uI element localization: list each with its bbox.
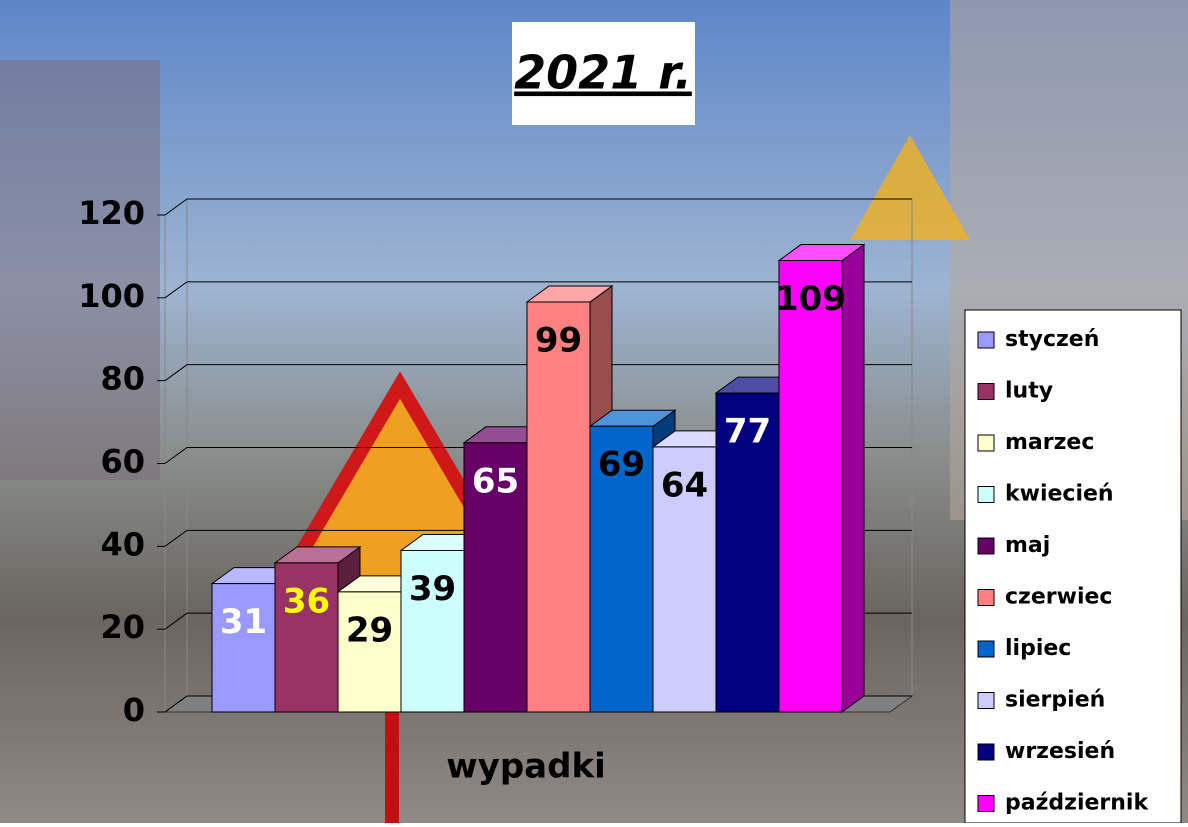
legend-label: marzec xyxy=(1005,430,1094,455)
legend-label: czerwiec xyxy=(1005,585,1112,610)
y-tick-label: 80 xyxy=(100,360,145,398)
bar xyxy=(778,260,843,713)
legend-label: lipiec xyxy=(1005,636,1071,661)
data-label: 29 xyxy=(346,610,393,650)
legend-swatch xyxy=(977,383,995,400)
y-tick-label: 20 xyxy=(100,608,145,646)
bg-building xyxy=(0,60,160,480)
legend-swatch xyxy=(977,434,995,452)
legend-label: wrzesień xyxy=(1005,739,1115,764)
data-label: 31 xyxy=(220,602,267,642)
legend-swatch xyxy=(977,331,995,349)
bar xyxy=(337,591,402,713)
y-tick-label: 0 xyxy=(123,691,145,729)
legend-label: maj xyxy=(1005,533,1050,558)
grid-line xyxy=(164,364,912,382)
legend-swatch xyxy=(977,589,995,606)
bar xyxy=(526,301,591,713)
y-tick-label: 100 xyxy=(78,277,145,315)
title-box xyxy=(512,22,695,125)
legend-label: kwiecień xyxy=(1005,482,1114,507)
legend-label: luty xyxy=(1005,379,1053,404)
bar xyxy=(715,392,780,713)
legend-label: sierpień xyxy=(1005,688,1105,713)
legend-swatch xyxy=(977,537,995,555)
legend-swatch xyxy=(977,640,995,658)
legend-box xyxy=(964,309,1182,824)
data-label: 99 xyxy=(535,320,582,360)
y-tick-label: 60 xyxy=(100,443,145,481)
data-label: 69 xyxy=(598,445,645,485)
bar xyxy=(652,446,717,713)
grid-line xyxy=(164,198,912,216)
data-label: 64 xyxy=(661,465,708,505)
legend-swatch xyxy=(977,692,995,709)
data-label: 109 xyxy=(775,279,846,319)
chart-title: 2021 r. xyxy=(514,46,692,100)
x-axis-label: wypadki xyxy=(446,747,605,787)
legend-swatch xyxy=(977,486,995,503)
legend-swatch xyxy=(977,795,995,812)
data-label: 39 xyxy=(409,569,456,609)
y-tick-label: 120 xyxy=(78,194,145,232)
legend-label: październik xyxy=(1005,791,1149,816)
data-label: 65 xyxy=(472,461,519,501)
bar xyxy=(589,425,654,713)
grid-line xyxy=(164,281,912,299)
legend-swatch xyxy=(977,743,995,761)
y-tick-label: 40 xyxy=(100,525,145,563)
legend-label: styczeń xyxy=(1005,327,1099,352)
bar xyxy=(463,442,528,713)
bar xyxy=(274,562,339,713)
bg-sign xyxy=(850,135,970,240)
data-label: 77 xyxy=(724,412,771,452)
data-label: 36 xyxy=(283,581,330,621)
bar xyxy=(211,583,276,713)
